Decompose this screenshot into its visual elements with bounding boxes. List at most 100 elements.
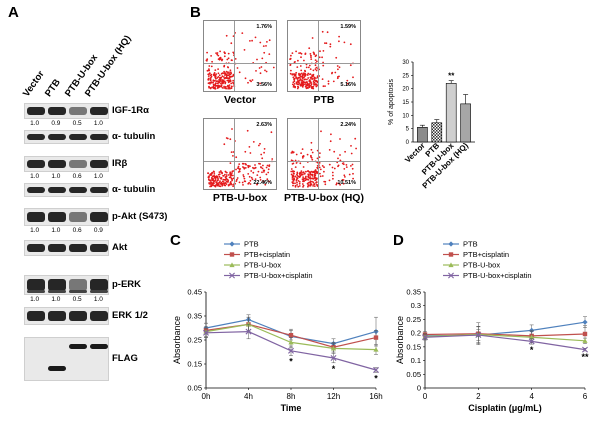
- data-point: [330, 355, 337, 361]
- bar: [431, 122, 443, 143]
- western-blot-strip: [24, 275, 109, 295]
- time-course-line-chart: 0.05 0.15 0.25 0.35 0.45 0h 4h 8h 12h 16h Time Abso…: [172, 240, 383, 413]
- blot-label: α- tubulin: [112, 131, 156, 142]
- protein-band: [69, 290, 87, 293]
- protein-band: [48, 187, 66, 193]
- panel-d-letter: D: [393, 232, 404, 249]
- x-tick-label: 4h: [244, 392, 253, 401]
- western-blot-strip: [24, 156, 109, 172]
- protein-band: [90, 107, 108, 115]
- protein-band: [69, 344, 87, 349]
- y-tick-label: 10: [402, 113, 409, 119]
- band-quant-value: 1.0: [30, 296, 40, 303]
- significance-marker: *: [374, 373, 378, 383]
- data-point: [203, 329, 209, 336]
- lower-right-percent: 22.46%: [253, 180, 272, 186]
- flow-dots: [205, 32, 275, 90]
- flow-cytometry-plot: 2.63% 22.46%: [203, 118, 277, 190]
- x-tick-label: 16h: [369, 392, 382, 401]
- protein-band: [48, 212, 66, 222]
- x-tick-label: 0: [423, 392, 428, 401]
- data-point: [373, 367, 379, 373]
- protein-band: [90, 344, 108, 349]
- band-quantification-row: 1.0 1.0 0.5 1.0: [24, 296, 109, 303]
- band-quant-value: 0.5: [72, 296, 82, 303]
- flow-plot-label: PTB: [313, 94, 335, 106]
- protein-band: [27, 290, 45, 293]
- blot-label: ERK 1/2: [112, 310, 148, 321]
- western-blot-strip: [24, 337, 109, 381]
- significance-marker: *: [530, 345, 534, 355]
- data-point: [582, 319, 588, 325]
- blot-label: IRβ: [112, 158, 128, 169]
- data-point: [529, 334, 535, 340]
- western-blot-strip: [24, 307, 109, 325]
- protein-band: [48, 244, 66, 252]
- legend-label: PTB-U-box+cisplatin: [244, 271, 313, 280]
- data-point: [229, 272, 235, 279]
- y-axis-label: Absorbance: [395, 316, 405, 364]
- lower-right-percent: 3.56%: [256, 82, 272, 88]
- protein-band: [69, 187, 87, 193]
- protein-band: [69, 212, 87, 222]
- western-blot-strip: [24, 208, 109, 226]
- protein-band: [27, 187, 45, 193]
- data-point: [229, 262, 235, 268]
- panel-b-letter: B: [190, 4, 201, 21]
- series-line: [424, 334, 586, 351]
- x-axis-label: Time: [281, 403, 302, 413]
- protein-band: [90, 160, 108, 168]
- band-quant-value: 0.6: [72, 173, 82, 180]
- data-point: [245, 328, 252, 335]
- data-point: [448, 241, 454, 247]
- data-point: [373, 335, 379, 340]
- flow-dots: [289, 30, 354, 90]
- panel-a-letter: A: [8, 4, 19, 21]
- y-tick-label: 25: [402, 73, 409, 79]
- protein-band: [27, 212, 45, 222]
- protein-band: [48, 366, 66, 371]
- band-quant-value: 1.0: [93, 120, 103, 127]
- y-tick-label: 20: [402, 87, 409, 93]
- data-point: [582, 346, 588, 353]
- quadrant-line-vertical: [318, 21, 319, 91]
- protein-band: [69, 279, 87, 291]
- x-tick-label: 8h: [287, 392, 296, 401]
- bar: [460, 103, 471, 143]
- legend-label: PTB-U-box: [244, 261, 281, 270]
- protein-band: [90, 134, 108, 140]
- protein-band: [90, 279, 108, 291]
- lower-right-percent: 10.51%: [337, 180, 356, 186]
- protein-band: [48, 279, 66, 291]
- protein-band: [48, 311, 66, 321]
- western-blot-strip: [24, 130, 109, 144]
- data-point: [288, 333, 294, 338]
- significance-marker: *: [289, 357, 293, 367]
- protein-band: [48, 160, 66, 168]
- y-tick-label: 0.2: [411, 329, 421, 338]
- data-point: [448, 272, 454, 279]
- series-line: [424, 333, 586, 337]
- band-quant-value: 1.0: [30, 173, 40, 180]
- band-quant-value: 0.9: [93, 227, 103, 234]
- quadrant-line-horizontal: [288, 63, 360, 64]
- band-quant-value: 1.0: [51, 173, 61, 180]
- legend-label: PTB-U-box: [463, 261, 500, 270]
- protein-band: [27, 311, 45, 321]
- upper-right-percent: 1.59%: [340, 24, 356, 30]
- legend-label: PTB: [244, 240, 259, 249]
- band-quantification-row: 1.0 0.9 0.5 1.0: [24, 120, 109, 127]
- lower-right-percent: 5.16%: [340, 82, 356, 88]
- upper-right-percent: 2.63%: [256, 122, 272, 128]
- legend-label: PTB-U-box+cisplatin: [463, 271, 532, 280]
- protein-band: [48, 290, 66, 293]
- data-point: [582, 331, 588, 337]
- data-point: [448, 252, 454, 257]
- y-tick-label: 5: [406, 127, 410, 133]
- data-point: [229, 241, 235, 247]
- y-tick-label: 0.05: [187, 384, 202, 393]
- western-blot-strip: [24, 240, 109, 256]
- data-point: [475, 332, 482, 339]
- data-point: [229, 252, 235, 257]
- y-tick-label: 15: [402, 100, 409, 106]
